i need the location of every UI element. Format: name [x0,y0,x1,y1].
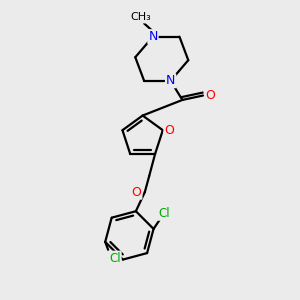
Text: CH₃: CH₃ [131,13,152,22]
Text: Cl: Cl [109,252,121,265]
Text: N: N [148,30,158,43]
Text: O: O [206,89,215,102]
Text: O: O [164,124,174,137]
Text: Cl: Cl [158,207,170,220]
Text: N: N [166,74,175,87]
Text: O: O [132,186,142,199]
